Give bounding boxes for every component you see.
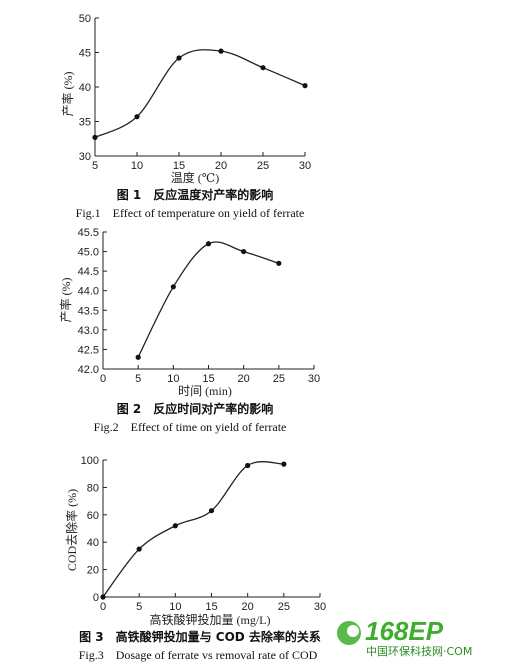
chart-1-x-tick-label: 10 xyxy=(131,160,143,172)
chart-1-y-tick-label: 50 xyxy=(79,13,91,25)
chart-2-x-tick-label: 15 xyxy=(202,373,214,385)
chart-3-x-tick-label: 25 xyxy=(278,601,290,613)
chart-3-data-point xyxy=(100,594,106,600)
chart-1-x-axis-label: 温度 (℃) xyxy=(171,170,219,185)
chart-2-x-tick-label: 5 xyxy=(135,373,141,385)
watermark-logo: 168EP 中国环保科技网·COM xyxy=(337,616,472,658)
chart-1-y-tick-label: 30 xyxy=(79,151,91,163)
watermark-brand: 168EP xyxy=(365,616,444,646)
chart-2-x-tick-label: 30 xyxy=(308,373,320,385)
chart-3-x-axis-label: 高铁酸钾投加量 (mg/L) xyxy=(150,612,271,627)
chart-3-x-tick-label: 20 xyxy=(242,601,254,613)
chart-3-data-point xyxy=(281,461,287,467)
chart-2-data-point xyxy=(135,354,141,360)
chart-3-data-point xyxy=(208,508,215,514)
chart-2-caption-cn: 图 2 反应时间对产率的影响 xyxy=(117,401,274,416)
chart-3-series-line xyxy=(102,461,284,598)
chart-1-series-line xyxy=(94,49,306,138)
chart-2-data-point xyxy=(241,248,247,255)
chart-2-y-axis-label: 产率 (%) xyxy=(58,278,73,323)
chart-1-data-point xyxy=(302,83,308,89)
chart-1-y-axis-label: 产率 (%) xyxy=(60,72,75,117)
chart-2-data-point xyxy=(205,241,212,247)
chart-2-y-tick-label: 44.5 xyxy=(78,266,99,278)
chart-2-data-point xyxy=(276,260,282,266)
chart-3-x-tick-label: 5 xyxy=(136,601,142,613)
chart-2-y-tick-label: 42.0 xyxy=(78,364,99,376)
chart-1-data-point xyxy=(218,48,224,54)
chart-2-y-tick-label: 42.5 xyxy=(78,344,99,356)
chart-2-y-tick-label: 43.0 xyxy=(78,325,99,337)
chart-1-data-point xyxy=(134,114,140,120)
chart-1-y-tick-label: 40 xyxy=(79,82,91,94)
chart-1-y-tick-label: 45 xyxy=(79,48,91,60)
chart-3-x-tick-label: 0 xyxy=(100,601,106,613)
chart-3-x-tick-label: 10 xyxy=(169,601,181,613)
chart-3-data-point xyxy=(136,546,142,552)
chart-2-y-tick-label: 43.5 xyxy=(78,305,99,317)
chart-3-y-tick-label: 40 xyxy=(87,537,99,549)
chart-1-data-point xyxy=(176,55,182,61)
chart-1-x-tick-label: 25 xyxy=(257,160,269,172)
chart-2-series-line xyxy=(137,241,280,358)
chart-2-x-tick-label: 10 xyxy=(167,373,179,385)
chart-1-data-point xyxy=(92,134,98,140)
chart-1-x-tick-label: 15 xyxy=(173,160,185,172)
chart-1-x-tick-label: 30 xyxy=(299,160,311,172)
chart-1-data-point xyxy=(260,65,266,71)
chart-3-y-tick-label: 20 xyxy=(87,565,99,577)
chart-3-x-tick-label: 15 xyxy=(205,601,217,613)
chart-2-x-tick-label: 0 xyxy=(100,373,106,385)
chart-3-data-point xyxy=(245,462,251,469)
chart-2-x-tick-label: 25 xyxy=(273,373,285,385)
chart-3-caption-cn: 图 3 高铁酸钾投加量与 COD 去除率的关系 xyxy=(79,629,321,644)
chart-2-x-axis-label: 时间 (min) xyxy=(178,384,232,398)
chart-2-caption-en: Fig.2 Effect of time on yield of ferrate xyxy=(94,420,287,434)
chart-3-y-tick-label: 0 xyxy=(93,592,99,604)
chart-1-caption-cn: 图 1 反应温度对产率的影响 xyxy=(117,187,274,202)
chart-1-caption-en: Fig.1 Effect of temperature on yield of … xyxy=(76,206,305,220)
chart-2-x-tick-label: 20 xyxy=(238,373,250,385)
chart-2-y-tick-label: 45.5 xyxy=(78,227,99,239)
chart-3-x-tick-label: 30 xyxy=(314,601,326,613)
logo-leaf-inner-icon xyxy=(347,625,359,637)
chart-3-data-point xyxy=(172,523,178,529)
chart-3-y-tick-label: 100 xyxy=(81,455,99,467)
chart-2: 0 5 10 15 20 25 30 42.0 42.5 43.0 43.5 44.0 44.5 45.0… xyxy=(58,227,320,434)
chart-3-caption-en: Fig.3 Dosage of ferrate vs removal rate … xyxy=(79,648,318,662)
chart-3-y-tick-label: 60 xyxy=(87,510,99,522)
chart-1-x-tick-label: 20 xyxy=(215,160,227,172)
chart-1-y-tick-label: 35 xyxy=(79,117,91,129)
chart-1-x-tick-label: 5 xyxy=(92,160,98,172)
chart-2-data-point xyxy=(170,284,176,290)
chart-3-y-axis-label: COD去除率 (%) xyxy=(64,489,79,571)
chart-1: 5 10 15 20 25 30 30 35 40 45 50 温度 (℃) 产率 (%) 图 1 … xyxy=(60,13,311,220)
chart-2-y-tick-label: 44.0 xyxy=(78,286,99,298)
chart-3-y-tick-label: 80 xyxy=(87,482,99,494)
watermark-text: 中国环保科技网·COM xyxy=(366,644,472,658)
chart-2-y-tick-label: 45.0 xyxy=(78,247,99,259)
